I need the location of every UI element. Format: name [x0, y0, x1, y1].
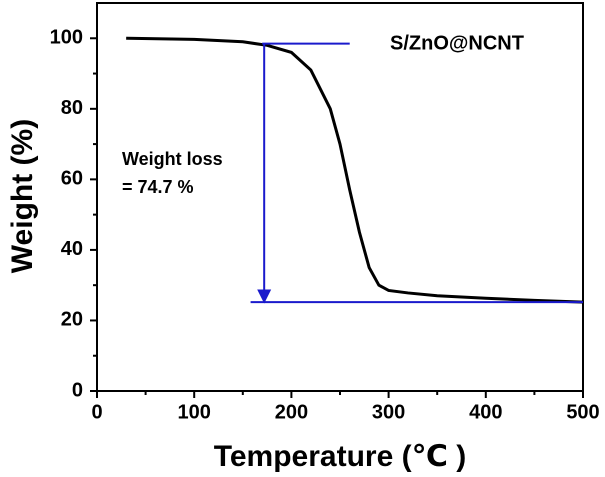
x-tick-label: 500 [566, 401, 599, 423]
data-line [126, 36, 584, 304]
y-tick-label: 40 [61, 238, 83, 260]
y-tick-label: 0 [72, 379, 83, 401]
y-axis-label: Weight (%) [6, 119, 39, 273]
x-tick-label: 400 [469, 401, 502, 423]
annotation-text: Weight loss [122, 149, 223, 169]
plot-frame [96, 2, 584, 392]
x-tick-label: 100 [178, 401, 211, 423]
x-tick-label: 0 [91, 401, 102, 423]
y-tick-label: 100 [50, 27, 83, 49]
legend-label: S/ZnO@NCNT [390, 32, 524, 54]
y-tick-label: 60 [61, 168, 83, 190]
y-tick-label: 20 [61, 309, 83, 331]
annotation-text: = 74.7 % [122, 177, 194, 197]
x-axis-label: Temperature (℃ ) [214, 440, 466, 473]
x-tick-label: 200 [275, 401, 308, 423]
y-tick-label: 80 [61, 97, 83, 119]
x-tick-label: 300 [372, 401, 405, 423]
